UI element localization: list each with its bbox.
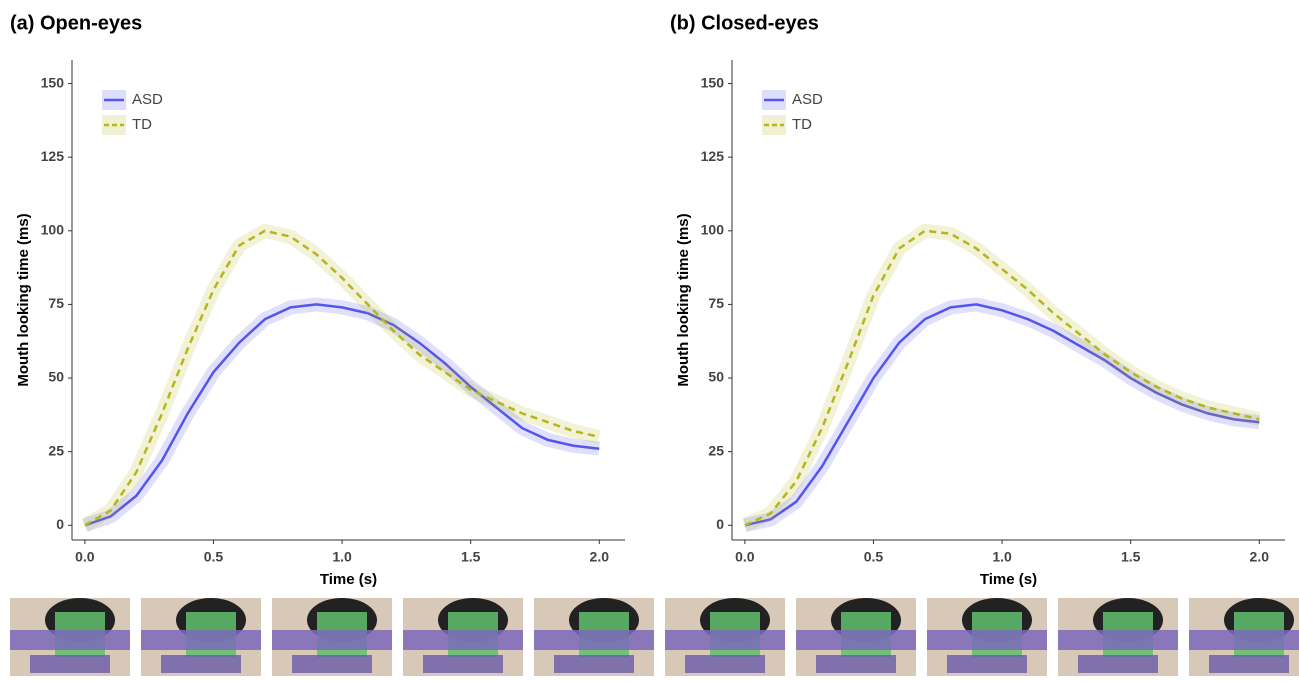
x-axis-title: Time (s): [320, 571, 377, 588]
face-eye-roi: [272, 630, 392, 650]
face-chin: [685, 655, 765, 673]
y-tick-label: 25: [48, 442, 64, 458]
legend-label: TD: [132, 116, 152, 133]
x-tick-label: 1.0: [992, 549, 1012, 565]
face-eye-roi: [796, 630, 916, 650]
face-eye-roi: [1189, 630, 1299, 650]
figure: (a) Open-eyes 0 25 50 75 100 125 150 0.0 0.5 1.0 1.…: [0, 0, 1299, 681]
y-tick-label: 75: [708, 295, 724, 311]
x-tick-label: 0.5: [204, 549, 224, 565]
x-tick-label: 0.0: [75, 549, 95, 565]
y-tick-label: 75: [48, 295, 64, 311]
legend-label: ASD: [132, 91, 163, 108]
face-eye-roi: [665, 630, 785, 650]
face-chin: [161, 655, 241, 673]
legend-label: ASD: [792, 91, 823, 108]
face-eye-roi: [534, 630, 654, 650]
legend-label: TD: [792, 116, 812, 133]
face-chin: [554, 655, 634, 673]
face-chin: [816, 655, 896, 673]
face-chin: [423, 655, 503, 673]
x-axis-title: Time (s): [980, 571, 1037, 588]
y-tick-label: 100: [701, 222, 725, 238]
x-tick-label: 1.5: [461, 549, 481, 565]
x-tick-label: 1.0: [332, 549, 352, 565]
face-eye-roi: [10, 630, 130, 650]
panel-title: (b) Closed-eyes: [670, 12, 819, 34]
x-tick-label: 2.0: [590, 549, 610, 565]
x-tick-label: 0.5: [864, 549, 884, 565]
y-tick-label: 150: [701, 74, 725, 90]
y-tick-label: 125: [701, 148, 725, 164]
y-tick-label: 125: [41, 148, 65, 164]
face-chin: [1209, 655, 1289, 673]
x-tick-label: 2.0: [1250, 549, 1270, 565]
y-tick-label: 150: [41, 74, 65, 90]
face-chin: [30, 655, 110, 673]
y-tick-label: 50: [48, 369, 64, 385]
face-chin: [292, 655, 372, 673]
x-tick-label: 1.5: [1121, 549, 1141, 565]
face-eye-roi: [927, 630, 1047, 650]
y-tick-label: 0: [716, 516, 724, 532]
face-eye-roi: [141, 630, 261, 650]
y-axis-title: Mouth looking time (ms): [15, 213, 32, 386]
y-tick-label: 0: [56, 516, 64, 532]
panel-title: (a) Open-eyes: [10, 12, 142, 34]
y-tick-label: 100: [41, 222, 65, 238]
face-eye-roi: [403, 630, 523, 650]
y-tick-label: 25: [708, 442, 724, 458]
face-eye-roi: [1058, 630, 1178, 650]
face-chin: [947, 655, 1027, 673]
x-tick-label: 0.0: [735, 549, 755, 565]
y-axis-title: Mouth looking time (ms): [675, 213, 692, 386]
face-chin: [1078, 655, 1158, 673]
y-tick-label: 50: [708, 369, 724, 385]
